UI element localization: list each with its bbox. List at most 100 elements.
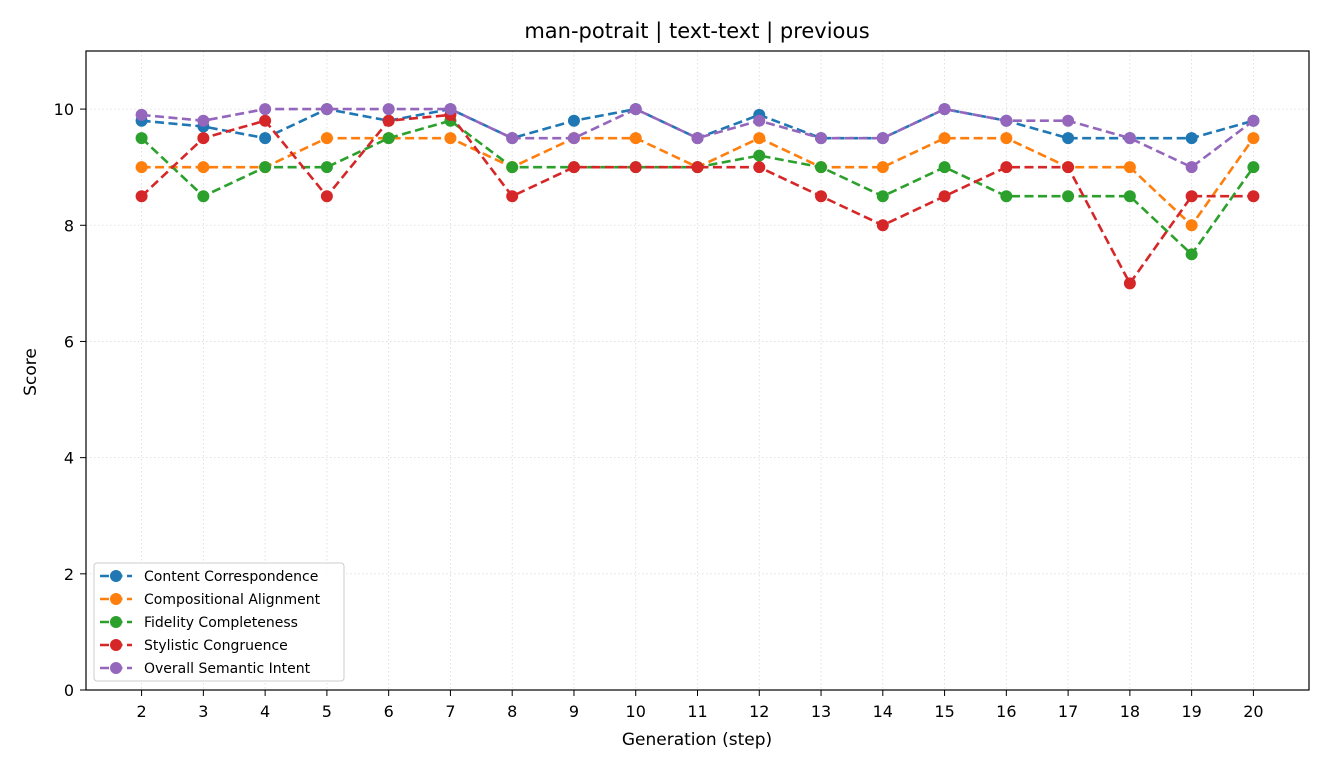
legend-label: Stylistic Congruence (144, 638, 288, 654)
data-point (197, 132, 210, 145)
data-point (197, 114, 210, 127)
data-point (259, 132, 272, 145)
data-point (815, 132, 828, 145)
x-tick-label: 5 (322, 702, 332, 721)
legend-marker (110, 662, 122, 674)
data-point (1062, 190, 1075, 203)
data-point (135, 190, 148, 203)
data-point (259, 103, 272, 116)
data-point (1000, 190, 1013, 203)
x-tick-label: 19 (1181, 702, 1201, 721)
data-point (691, 161, 704, 174)
x-axis-label: Generation (step) (622, 730, 772, 750)
data-point (1000, 114, 1013, 127)
data-point (938, 161, 951, 174)
legend-item: Overall Semantic Intent (100, 661, 311, 677)
y-tick-label: 8 (64, 216, 74, 235)
legend-marker (110, 570, 122, 582)
data-point (567, 132, 580, 145)
x-tick-label: 10 (626, 702, 646, 721)
data-point (753, 161, 766, 174)
data-point (1185, 161, 1198, 174)
x-tick-label: 14 (873, 702, 893, 721)
x-tick-label: 20 (1243, 702, 1263, 721)
data-point (1185, 132, 1198, 145)
data-point (135, 132, 148, 145)
data-point (1247, 132, 1260, 145)
data-point (629, 161, 642, 174)
y-tick-label: 4 (64, 449, 74, 468)
x-tick-label: 15 (934, 702, 954, 721)
x-tick-label: 18 (1120, 702, 1140, 721)
data-point (320, 132, 333, 145)
y-tick-label: 2 (64, 565, 74, 584)
x-tick-label: 7 (445, 702, 455, 721)
data-point (1062, 161, 1075, 174)
data-point (753, 149, 766, 162)
data-point (444, 103, 457, 116)
legend-marker (110, 616, 122, 628)
data-point (629, 103, 642, 116)
data-point (382, 103, 395, 116)
x-tick-label: 11 (687, 702, 707, 721)
y-axis-ticks: 0 2 4 6 8 10 (54, 100, 86, 700)
x-axis-ticks: 2 3 4 5 6 7 8 9 10 11 12 13 14 15 16 17 18 19 20 (136, 690, 1264, 721)
x-tick-label: 3 (198, 702, 208, 721)
y-tick-label: 6 (64, 332, 74, 351)
data-point (135, 108, 148, 121)
legend-label: Compositional Alignment (144, 592, 321, 608)
legend: Content Correspondence Compositional Alig… (93, 562, 345, 682)
data-point (815, 190, 828, 203)
data-point (938, 103, 951, 116)
data-point (1123, 190, 1136, 203)
data-point (1123, 277, 1136, 290)
data-point (1247, 161, 1260, 174)
data-point (506, 161, 519, 174)
x-tick-label: 9 (569, 702, 579, 721)
data-point (382, 132, 395, 145)
x-tick-label: 17 (1058, 702, 1078, 721)
data-point (1062, 114, 1075, 127)
legend-label: Content Correspondence (144, 569, 318, 585)
data-point (691, 132, 704, 145)
data-point (1185, 190, 1198, 203)
data-point (382, 114, 395, 127)
x-tick-label: 4 (260, 702, 270, 721)
legend-item: Fidelity Completeness (100, 615, 298, 631)
series-stylistic-congruence (135, 108, 1260, 290)
data-point (1185, 219, 1198, 232)
legend-marker (110, 639, 122, 651)
data-point (753, 132, 766, 145)
legend-marker (110, 593, 122, 605)
legend-item: Stylistic Congruence (100, 638, 288, 654)
x-tick-label: 16 (996, 702, 1016, 721)
data-point (135, 161, 148, 174)
y-tick-label: 0 (64, 681, 74, 700)
data-point (876, 219, 889, 232)
data-point (567, 114, 580, 127)
data-point (876, 161, 889, 174)
data-point (197, 190, 210, 203)
legend-label: Overall Semantic Intent (144, 661, 311, 677)
x-tick-label: 2 (136, 702, 146, 721)
x-tick-label: 12 (749, 702, 769, 721)
data-point (1000, 132, 1013, 145)
data-point (197, 161, 210, 174)
data-point (1000, 161, 1013, 174)
y-tick-label: 10 (54, 100, 74, 119)
legend-item: Compositional Alignment (100, 592, 321, 608)
data-point (629, 132, 642, 145)
legend-frame (93, 562, 345, 682)
data-point (1185, 248, 1198, 261)
legend-item: Content Correspondence (100, 569, 318, 585)
x-tick-label: 13 (811, 702, 831, 721)
data-point (876, 190, 889, 203)
data-point (938, 190, 951, 203)
data-series (135, 103, 1260, 290)
data-point (1247, 190, 1260, 203)
data-point (259, 161, 272, 174)
data-point (506, 190, 519, 203)
data-point (320, 103, 333, 116)
data-point (567, 161, 580, 174)
